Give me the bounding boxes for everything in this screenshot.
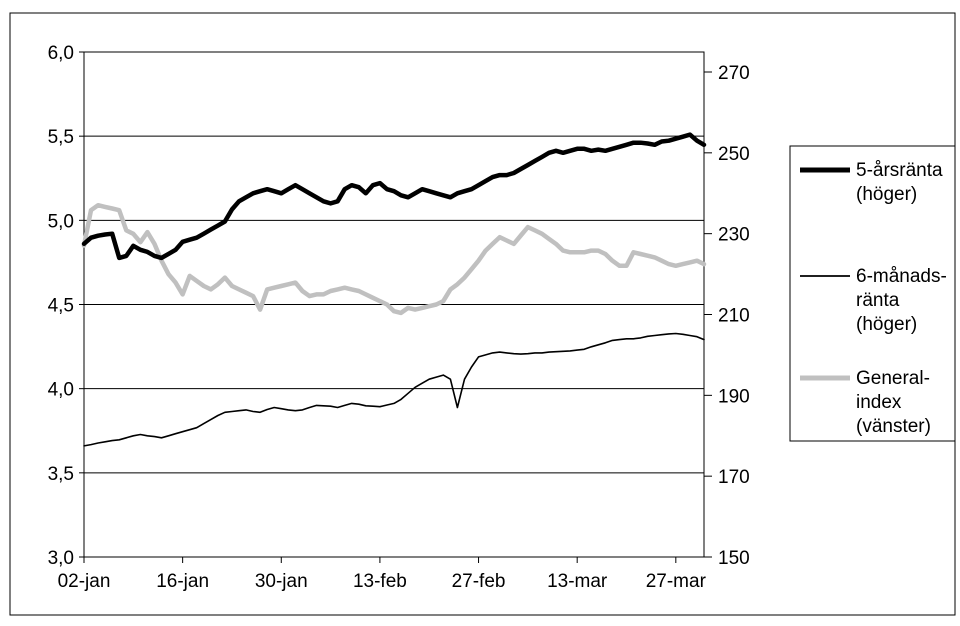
x-tick-label: 27-feb [452,571,506,592]
x-tick-label: 16-jan [156,571,209,592]
legend-label: 5-årsränta [856,160,943,181]
legend-label: (höger) [856,314,917,335]
legend-box [789,145,956,442]
series-line [81,202,707,316]
legend-label: index [856,392,902,413]
right-tick-label: 170 [718,467,750,488]
right-axis: 150 170 190 210 230 250 270 [704,63,750,569]
series-line [83,332,705,447]
x-tick-label: 30-jan [255,571,308,592]
legend: 5-årsränta (höger) 6-månads-ränta (höger) Ge… [789,145,956,442]
right-tick-label: 150 [718,548,750,569]
left-tick-label: 3,0 [48,548,74,569]
right-tick-label: 190 [718,386,750,407]
left-tick-label: 5,0 [48,211,74,232]
x-tick-label: 13-feb [353,571,407,592]
right-tick-label: 210 [718,306,750,327]
right-tick-label: 250 [718,144,750,165]
x-axis: 02-jan 16-jan 30-jan 13-feb 27-feb 13-mar 27-m… [58,557,707,592]
left-tick-label: 4,0 [48,380,74,401]
series-layer [81,132,707,447]
legend-label: ränta [856,290,900,311]
left-axis: 3,0 3,5 4,0 4,5 5,0 5,5 6,0 [48,43,84,569]
left-tick-label: 5,5 [48,127,74,148]
legend-label: (vänster) [856,416,931,437]
x-tick-label: 27-mar [646,571,707,592]
x-tick-label: 02-jan [58,571,111,592]
left-tick-label: 4,5 [48,296,74,317]
x-tick-label: 13-mar [547,571,608,592]
series-line [81,132,707,261]
legend-label: General- [856,368,930,389]
left-tick-label: 6,0 [48,43,74,64]
legend-label: (höger) [856,184,917,205]
legend-label: 6-månads- [856,266,947,287]
left-tick-label: 3,5 [48,464,74,485]
right-tick-label: 270 [718,63,750,84]
right-tick-label: 230 [718,225,750,246]
